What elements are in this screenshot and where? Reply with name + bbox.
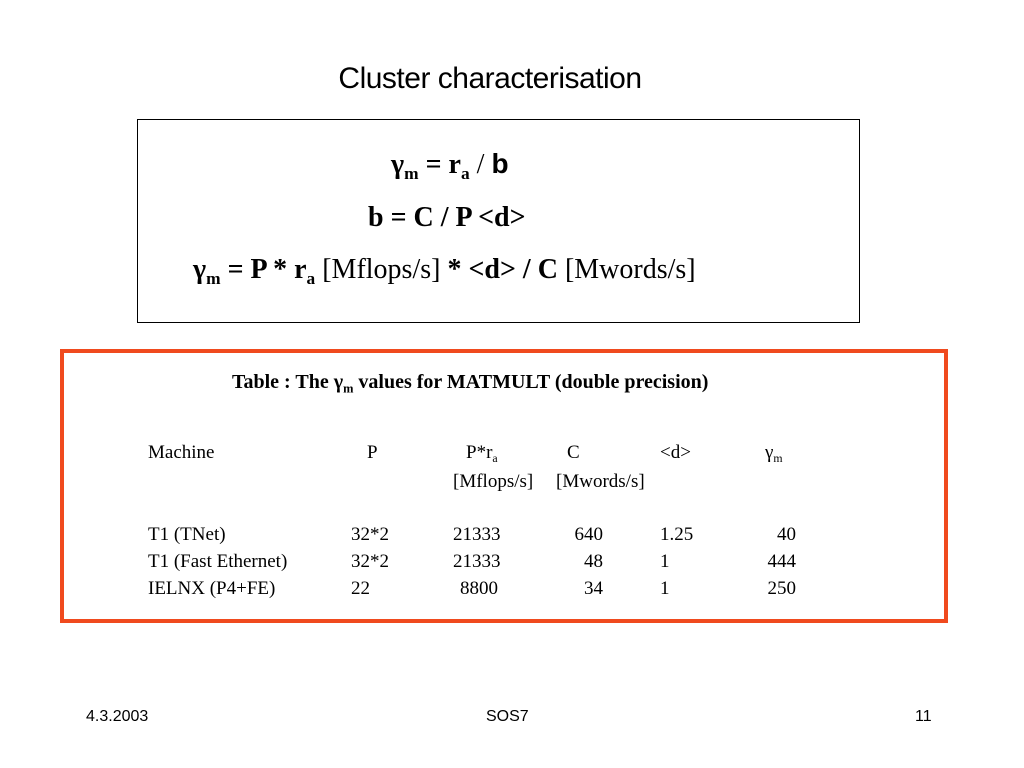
cell-d: 1 bbox=[660, 578, 670, 599]
gamma-subscript: m bbox=[343, 381, 354, 396]
cell-machine: T1 (Fast Ethernet) bbox=[148, 551, 288, 572]
formula-gamma-definition: γm = ra / b bbox=[391, 148, 509, 184]
cell-d: 1.25 bbox=[660, 524, 694, 545]
header-gamma: γm bbox=[765, 442, 783, 466]
header-d: <d> bbox=[660, 442, 691, 463]
cell-machine: IELNX (P4+FE) bbox=[148, 578, 276, 599]
cell-c: 640 bbox=[574, 524, 604, 545]
caption-text: Table : The bbox=[232, 371, 334, 393]
cell-pr: 21333 bbox=[453, 551, 501, 572]
header-pr-text: P*r bbox=[466, 442, 493, 463]
cell-gamma: 250 bbox=[767, 578, 797, 599]
formula-text: = r bbox=[418, 149, 461, 180]
table-caption: Table : The γm values for MATMULT (doubl… bbox=[232, 371, 708, 396]
formula-box: γm = ra / b b = C / P <d> γm = P * ra [M… bbox=[137, 119, 860, 323]
unit-mwords: [Mwords/s] bbox=[557, 254, 696, 285]
header-p: P bbox=[367, 442, 378, 463]
gamma-symbol: γ bbox=[391, 149, 405, 180]
formula-text: = P * r bbox=[220, 254, 307, 285]
r-subscript: a bbox=[460, 164, 470, 184]
caption-text: values for MATMULT (double precision) bbox=[353, 371, 709, 393]
gamma-symbol: γ bbox=[333, 371, 344, 393]
r-subscript: a bbox=[306, 269, 316, 289]
gamma-table-box: Table : The γm values for MATMULT (doubl… bbox=[60, 349, 948, 623]
formula-b: b bbox=[491, 148, 509, 179]
cell-pr: 21333 bbox=[453, 524, 501, 545]
footer-page-number: 11 bbox=[915, 708, 932, 725]
cell-c: 48 bbox=[584, 551, 603, 572]
cell-c: 34 bbox=[584, 578, 603, 599]
cell-gamma: 40 bbox=[777, 524, 796, 545]
cell-p: 32*2 bbox=[351, 524, 389, 545]
header-pr-unit: [Mflops/s] bbox=[453, 471, 534, 492]
gamma-symbol: γ bbox=[765, 442, 774, 463]
gamma-subscript: m bbox=[206, 269, 221, 289]
cell-gamma: 444 bbox=[767, 551, 797, 572]
header-c: C bbox=[567, 442, 580, 463]
slide-title: Cluster characterisation bbox=[338, 62, 642, 95]
formula-slash: / bbox=[469, 149, 492, 180]
cell-machine: T1 (TNet) bbox=[148, 524, 226, 545]
formula-text: * <d> / C bbox=[447, 254, 558, 285]
cell-p: 32*2 bbox=[351, 551, 389, 572]
gamma-symbol: γ bbox=[193, 254, 207, 285]
cell-d: 1 bbox=[660, 551, 670, 572]
cell-p: 22 bbox=[351, 578, 370, 599]
gamma-subscript: m bbox=[773, 452, 783, 466]
header-c-unit: [Mwords/s] bbox=[556, 471, 645, 492]
header-machine: Machine bbox=[148, 442, 215, 463]
formula-gamma-expanded: γm = P * ra [Mflops/s] * <d> / C [Mwords… bbox=[193, 254, 696, 289]
footer-date: 4.3.2003 bbox=[86, 708, 149, 725]
header-pr-subscript: a bbox=[492, 452, 498, 466]
unit-mflops: [Mflops/s] bbox=[315, 254, 448, 285]
footer-center: SOS7 bbox=[486, 708, 529, 725]
gamma-subscript: m bbox=[404, 164, 419, 184]
header-pr: P*ra bbox=[466, 442, 498, 466]
cell-pr: 8800 bbox=[460, 578, 498, 599]
formula-b-definition: b = C / P <d> bbox=[368, 202, 526, 233]
